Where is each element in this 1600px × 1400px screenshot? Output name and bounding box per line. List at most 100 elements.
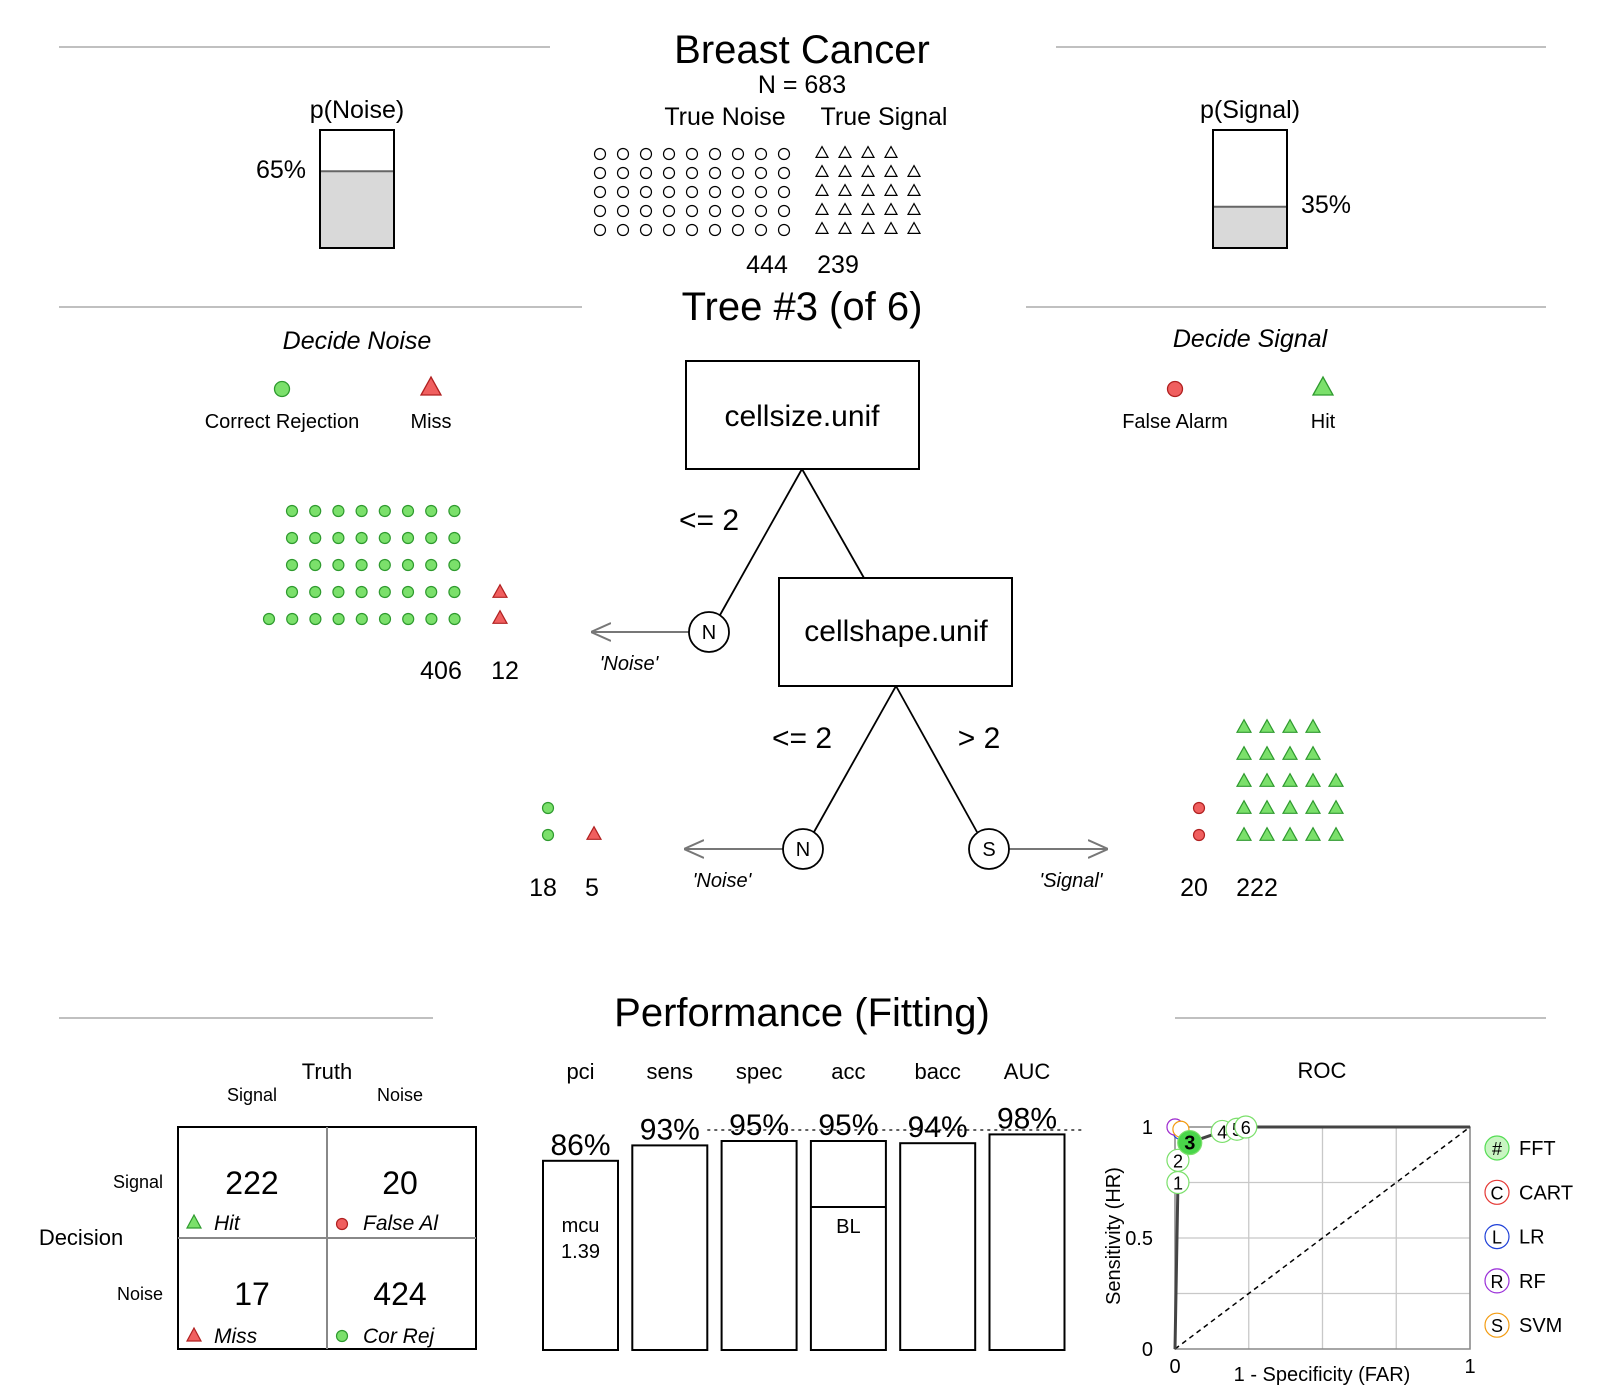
true-noise-count: 444 (746, 251, 788, 279)
correct-rejection-icon (332, 531, 345, 545)
true-signal-icon (906, 183, 922, 196)
roc-point-fft (1234, 1115, 1258, 1139)
performance-bar-value: 95% (818, 1109, 878, 1142)
tree-node-2 (778, 577, 1013, 687)
node-1-cor-rej-count: 406 (420, 657, 462, 685)
true-signal-icon (906, 202, 922, 215)
roc-legend-label: RF (1519, 1271, 1546, 1293)
correct-rejection-icon (425, 585, 438, 599)
roc-legend-symbol: R (1491, 1272, 1504, 1292)
node-2-hit-count: 222 (1236, 874, 1278, 902)
roc-title: ROC (1298, 1058, 1347, 1083)
true-noise-icon (754, 147, 768, 161)
hit-legend: Hit (1311, 411, 1336, 433)
correct-rejection-icon (448, 585, 461, 599)
performance-bar-pci (542, 1159, 619, 1352)
roc-legend-icon (1484, 1312, 1510, 1338)
branch-line (813, 685, 897, 833)
p-noise-fill (321, 171, 393, 247)
true-noise-icon (593, 223, 607, 237)
node-2-signal-label: 'Signal' (1039, 870, 1103, 892)
node-1-exit-condition: <= 2 (679, 504, 739, 537)
roc-point-label: 1 (1173, 1174, 1183, 1194)
true-noise-icon (754, 185, 768, 199)
tree-title: Tree #3 (of 6) (682, 285, 923, 329)
correct-rejection-icon (355, 504, 368, 518)
correct-rejection-icon (378, 585, 391, 599)
row-noise-label: Noise (117, 1284, 163, 1304)
correct-rejection-icon (401, 558, 415, 572)
correct-rejection-icon (355, 531, 368, 545)
true-signal-icon (860, 164, 876, 177)
hit-icon (1235, 826, 1253, 841)
confusion-matrix: Truth Signal Noise Decision Signal Noise… (39, 1059, 477, 1350)
p-signal-jar-outline (1212, 129, 1288, 249)
true-noise-icon (708, 204, 722, 218)
cor-rej-value: 424 (373, 1276, 426, 1312)
hit-icon (1258, 718, 1276, 733)
roc-y-tick: 0 (1142, 1339, 1153, 1361)
hit-icon (1304, 718, 1322, 733)
mcu-value: 1.39 (561, 1241, 600, 1263)
hit-icon (1281, 772, 1299, 787)
hit-icon (1281, 826, 1299, 841)
performance-bar-spec (720, 1140, 798, 1351)
true-noise-icon (662, 147, 676, 161)
hit-cell-label: Hit (214, 1212, 241, 1235)
hit-icon (1327, 772, 1345, 787)
tree-section: Tree #3 (of 6) Decide Noise Decide Signa… (59, 285, 1546, 902)
hit-icon (1311, 375, 1335, 396)
node-2-signal-condition: > 2 (958, 722, 1001, 755)
roc-point-label: 6 (1241, 1118, 1251, 1138)
roc-legend-label: CART (1519, 1182, 1573, 1204)
true-noise-icon (616, 204, 630, 218)
correct-rejection-icon (332, 558, 345, 572)
roc-legend-symbol: S (1491, 1316, 1503, 1336)
performance-bar-label: acc (831, 1059, 865, 1084)
true-noise-icon (616, 223, 630, 237)
true-noise-icon-array (593, 147, 791, 237)
correct-rejection-icon (355, 558, 368, 572)
false-alarm-icon (1192, 828, 1206, 842)
node-2-noise-label: 'Noise' (693, 870, 753, 892)
true-noise-icon (731, 223, 745, 237)
miss-icon (585, 825, 603, 840)
hit-icon (1235, 772, 1253, 787)
correct-rejection-icon (425, 612, 438, 626)
correct-rejection-icon (309, 558, 322, 572)
correct-rejection-icon (309, 585, 322, 599)
hit-icon (1235, 718, 1253, 733)
node-1-cue: cellsize.unif (724, 400, 880, 433)
performance-bar-label: pci (566, 1059, 594, 1084)
performance-bar-label: sens (647, 1059, 693, 1084)
correct-rejection-icon (309, 612, 322, 626)
true-noise-icon (777, 204, 791, 218)
correct-rejection-icon (332, 612, 345, 626)
hit-icon (1235, 799, 1253, 814)
true-signal-icon (814, 145, 830, 158)
true-signal-icon (837, 221, 853, 234)
true-noise-icon (593, 166, 607, 180)
decide-noise-label: Decide Noise (283, 327, 432, 355)
correct-rejection-icon (309, 504, 322, 518)
roc-diagonal-line (1174, 1126, 1471, 1350)
roc-legend-symbol: L (1492, 1228, 1502, 1248)
hit-icon (1304, 745, 1322, 760)
true-signal-icon (860, 221, 876, 234)
false-alarm-cell-icon (335, 1217, 349, 1231)
hit-icon (1258, 772, 1276, 787)
node-1-exit-label: 'Noise' (600, 653, 660, 675)
true-signal-icon (883, 145, 899, 158)
true-signal-icon (860, 202, 876, 215)
branch-line (719, 468, 803, 616)
true-noise-icon (777, 147, 791, 161)
true-noise-icon (731, 204, 745, 218)
true-signal-icon (860, 183, 876, 196)
true-signal-icon (883, 221, 899, 234)
roc-legend-label: SVM (1519, 1315, 1562, 1337)
true-signal-icon (837, 202, 853, 215)
true-noise-icon (754, 223, 768, 237)
column-signal-label: Signal (227, 1085, 277, 1105)
node-2-cue: cellshape.unif (804, 615, 988, 648)
